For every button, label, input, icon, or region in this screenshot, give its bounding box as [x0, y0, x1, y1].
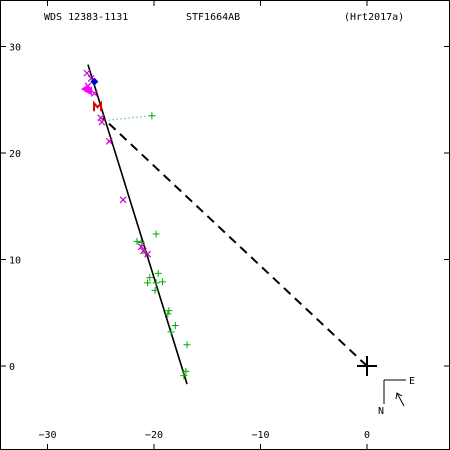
m-marker [93, 100, 103, 112]
plus-marker [144, 279, 152, 287]
plus-marker [165, 307, 173, 315]
plus-marker [137, 238, 145, 246]
motion-arrow-icon [395, 392, 405, 407]
cross-marker [144, 250, 152, 258]
plus-marker [164, 310, 172, 318]
cross-marker [90, 89, 98, 97]
plus-marker [159, 278, 167, 286]
discoverer-label: STF1664AB [186, 12, 240, 23]
plus-marker [183, 341, 191, 349]
plus-marker [167, 328, 175, 336]
wds-id-label: WDS 12383-1131 [44, 12, 128, 23]
plus-marker [180, 372, 188, 380]
diamond-marker [90, 77, 99, 86]
cross-marker [83, 69, 91, 77]
plus-marker [152, 279, 160, 287]
compass-north-label: N [378, 406, 384, 417]
y-tick-label: 20 [9, 149, 21, 160]
x-tick-label: −30 [38, 430, 56, 441]
y-tick-label: 30 [9, 43, 21, 54]
y-tick-label: 0 [9, 362, 15, 373]
plus-marker [154, 269, 162, 277]
cross-marker [139, 247, 147, 255]
linear-fit-line [87, 64, 188, 385]
triangle-marker [84, 86, 93, 96]
x-tick-label: −10 [251, 430, 269, 441]
cross-marker [119, 196, 127, 204]
plus-marker [148, 112, 156, 120]
plus-marker [171, 322, 179, 330]
plus-marker [151, 286, 159, 294]
x-tick-label: 0 [364, 430, 370, 441]
reference-label: (Hrt2017a) [344, 12, 404, 23]
plus-marker [146, 274, 154, 282]
cross-marker [98, 118, 106, 126]
residual-dotted-line [100, 115, 151, 122]
periastron-dashed-line [102, 117, 368, 367]
compass-east-label: E [409, 376, 415, 387]
cross-marker [137, 243, 145, 251]
plus-marker [152, 230, 160, 238]
primary-star-marker [357, 356, 377, 376]
cross-marker [97, 114, 105, 122]
y-tick-label: 10 [9, 256, 21, 267]
plus-marker [133, 237, 141, 245]
x-tick-label: −20 [145, 430, 163, 441]
cross-marker [105, 137, 113, 145]
compass-indicator: E N [378, 376, 415, 417]
plus-marker [182, 367, 190, 375]
